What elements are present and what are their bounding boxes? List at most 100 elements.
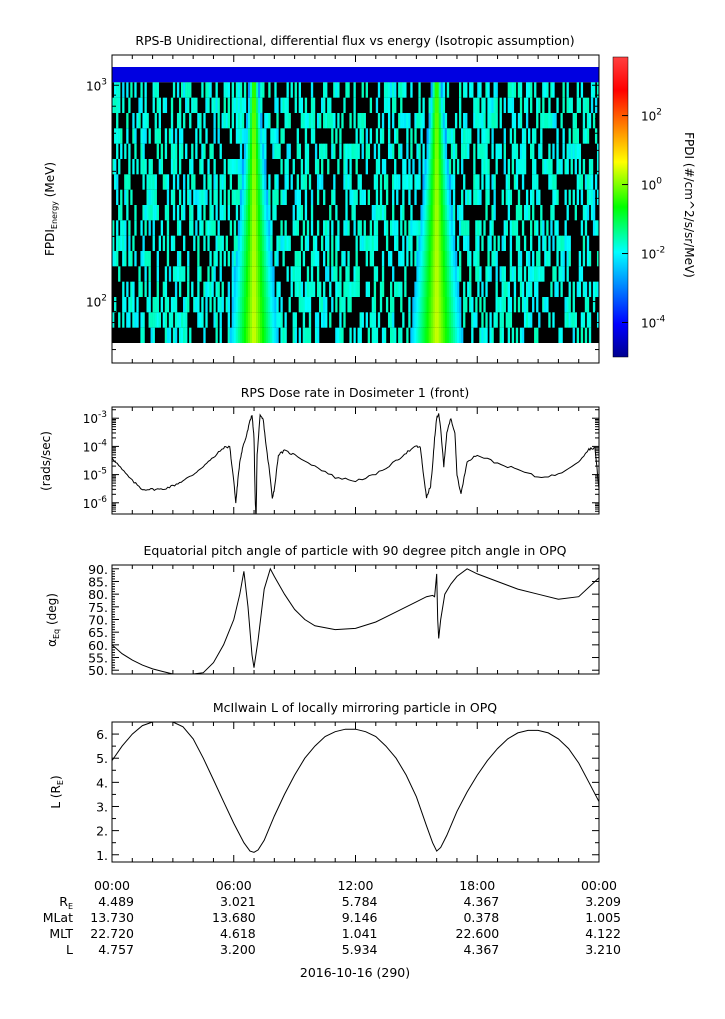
spectrogram-cell [588,159,592,175]
spectrogram-cell [154,82,157,98]
spectrogram-cell [568,235,571,251]
spectrogram-cell [219,297,222,313]
spectrogram-cell [347,281,350,297]
spectrogram-cell [142,174,145,190]
spectrogram-cell [424,281,427,297]
spectrogram-cell [290,174,293,190]
spectrogram-cell [381,251,385,267]
spectrogram-cell [392,205,395,221]
spectrogram-cell [211,97,214,113]
spectrogram-cell [572,143,575,159]
spectrogram-cell [191,281,194,297]
spectrogram-cell [353,97,356,113]
spectrogram-cell [574,312,577,328]
mcilwain-l-frame [111,721,600,863]
spectrogram-cell [197,251,200,267]
spectrogram-cell [408,159,411,175]
spectrogram-cell [294,327,297,343]
spectrogram-cell [207,82,210,98]
spectrogram-cell [235,189,239,205]
spectrogram-cell [158,235,161,251]
spectrogram-cell [335,281,338,297]
spectrogram-cell [406,235,409,251]
spectrogram-cell [385,97,389,113]
spectrogram-cell [515,174,519,190]
spectrogram-cell [276,251,279,267]
spectrogram-cell [469,189,472,205]
spectrogram-cell [286,113,289,129]
spectrogram-cell [440,297,444,313]
spectrogram-cell [452,143,456,159]
spectrogram-cell [515,159,519,175]
spectrogram-cell [562,97,565,113]
spectrogram-cell [156,82,159,98]
spectrogram-cell [256,297,259,313]
spectrogram-cell [199,266,202,282]
spectrogram-cell [148,174,151,190]
spectrogram-cell [310,97,314,113]
spectrogram-cell [116,235,119,251]
spectrogram-cell [199,159,202,175]
spectrogram-cell [540,266,543,282]
spectrogram-cell [402,205,405,221]
spectrogram-cell [418,327,421,343]
spectrogram-cell [523,128,527,144]
spectrogram-cell [170,235,174,251]
spectrogram-cell [150,205,153,221]
spectrogram-cell [201,189,204,205]
spectrogram-cell [475,97,478,113]
spectrogram-cell [243,159,247,175]
spectrogram-cell [576,189,580,205]
spectrogram-cell [268,113,271,129]
spectrogram-cell [558,159,561,175]
spectrogram-cell [544,159,547,175]
spectrogram-cell [249,113,253,129]
y-tick-label: 75. [88,600,108,615]
spectrogram-cell [130,189,133,205]
spectrogram-cell [241,312,245,328]
spectrogram-cell [424,251,427,267]
spectrogram-cell [558,266,561,282]
spectrogram-cell [448,128,452,144]
spectrogram-cell [241,174,245,190]
spectrogram-cell [390,82,393,98]
spectrogram-cell [477,281,480,297]
spectrogram-cell [353,189,356,205]
spectrogram-cell [432,220,435,236]
spectrogram-cell [404,113,407,129]
y-tick-label: 1. [96,848,108,863]
spectrogram-cell [308,281,312,297]
spectrogram-cell [249,220,253,236]
spectrogram-cell [191,143,194,159]
spectrogram-cell [513,220,517,236]
spectrogram-cell [252,128,255,144]
spectrogram-cell [540,128,543,144]
spectrogram-cell [554,220,557,236]
spectrogram-cell [430,205,433,221]
spectrogram-cell [237,297,241,313]
spectrogram-cell [134,128,137,144]
spectrogram-cell [331,251,334,267]
spectrogram-cell [483,297,486,313]
spectrogram-cell [306,159,310,175]
spectrogram-cell [475,266,478,282]
spectrogram-cell [296,251,299,267]
spectrogram-cell [323,297,326,313]
spectrogram-cell [566,82,569,98]
spectrogram-cell [371,327,375,343]
spectrogram-cell [501,327,504,343]
spectrogram-cell [519,143,523,159]
spectrogram-cell [343,159,346,175]
spectrogram-cell [239,235,243,251]
colorbar-tick-label: 10-4 [641,315,666,331]
spectrogram-cell [231,281,235,297]
spectrogram-cell [420,220,423,236]
spectrogram-cell [180,143,184,159]
spectrogram-cell [438,128,442,144]
spectrogram-cell [245,128,249,144]
spectrogram-cell [306,266,310,282]
y-tick-label: 10-4 [83,438,108,454]
spectrogram-cell [337,235,340,251]
spectrogram-cell [258,220,261,236]
spectrogram-cell [469,128,472,144]
